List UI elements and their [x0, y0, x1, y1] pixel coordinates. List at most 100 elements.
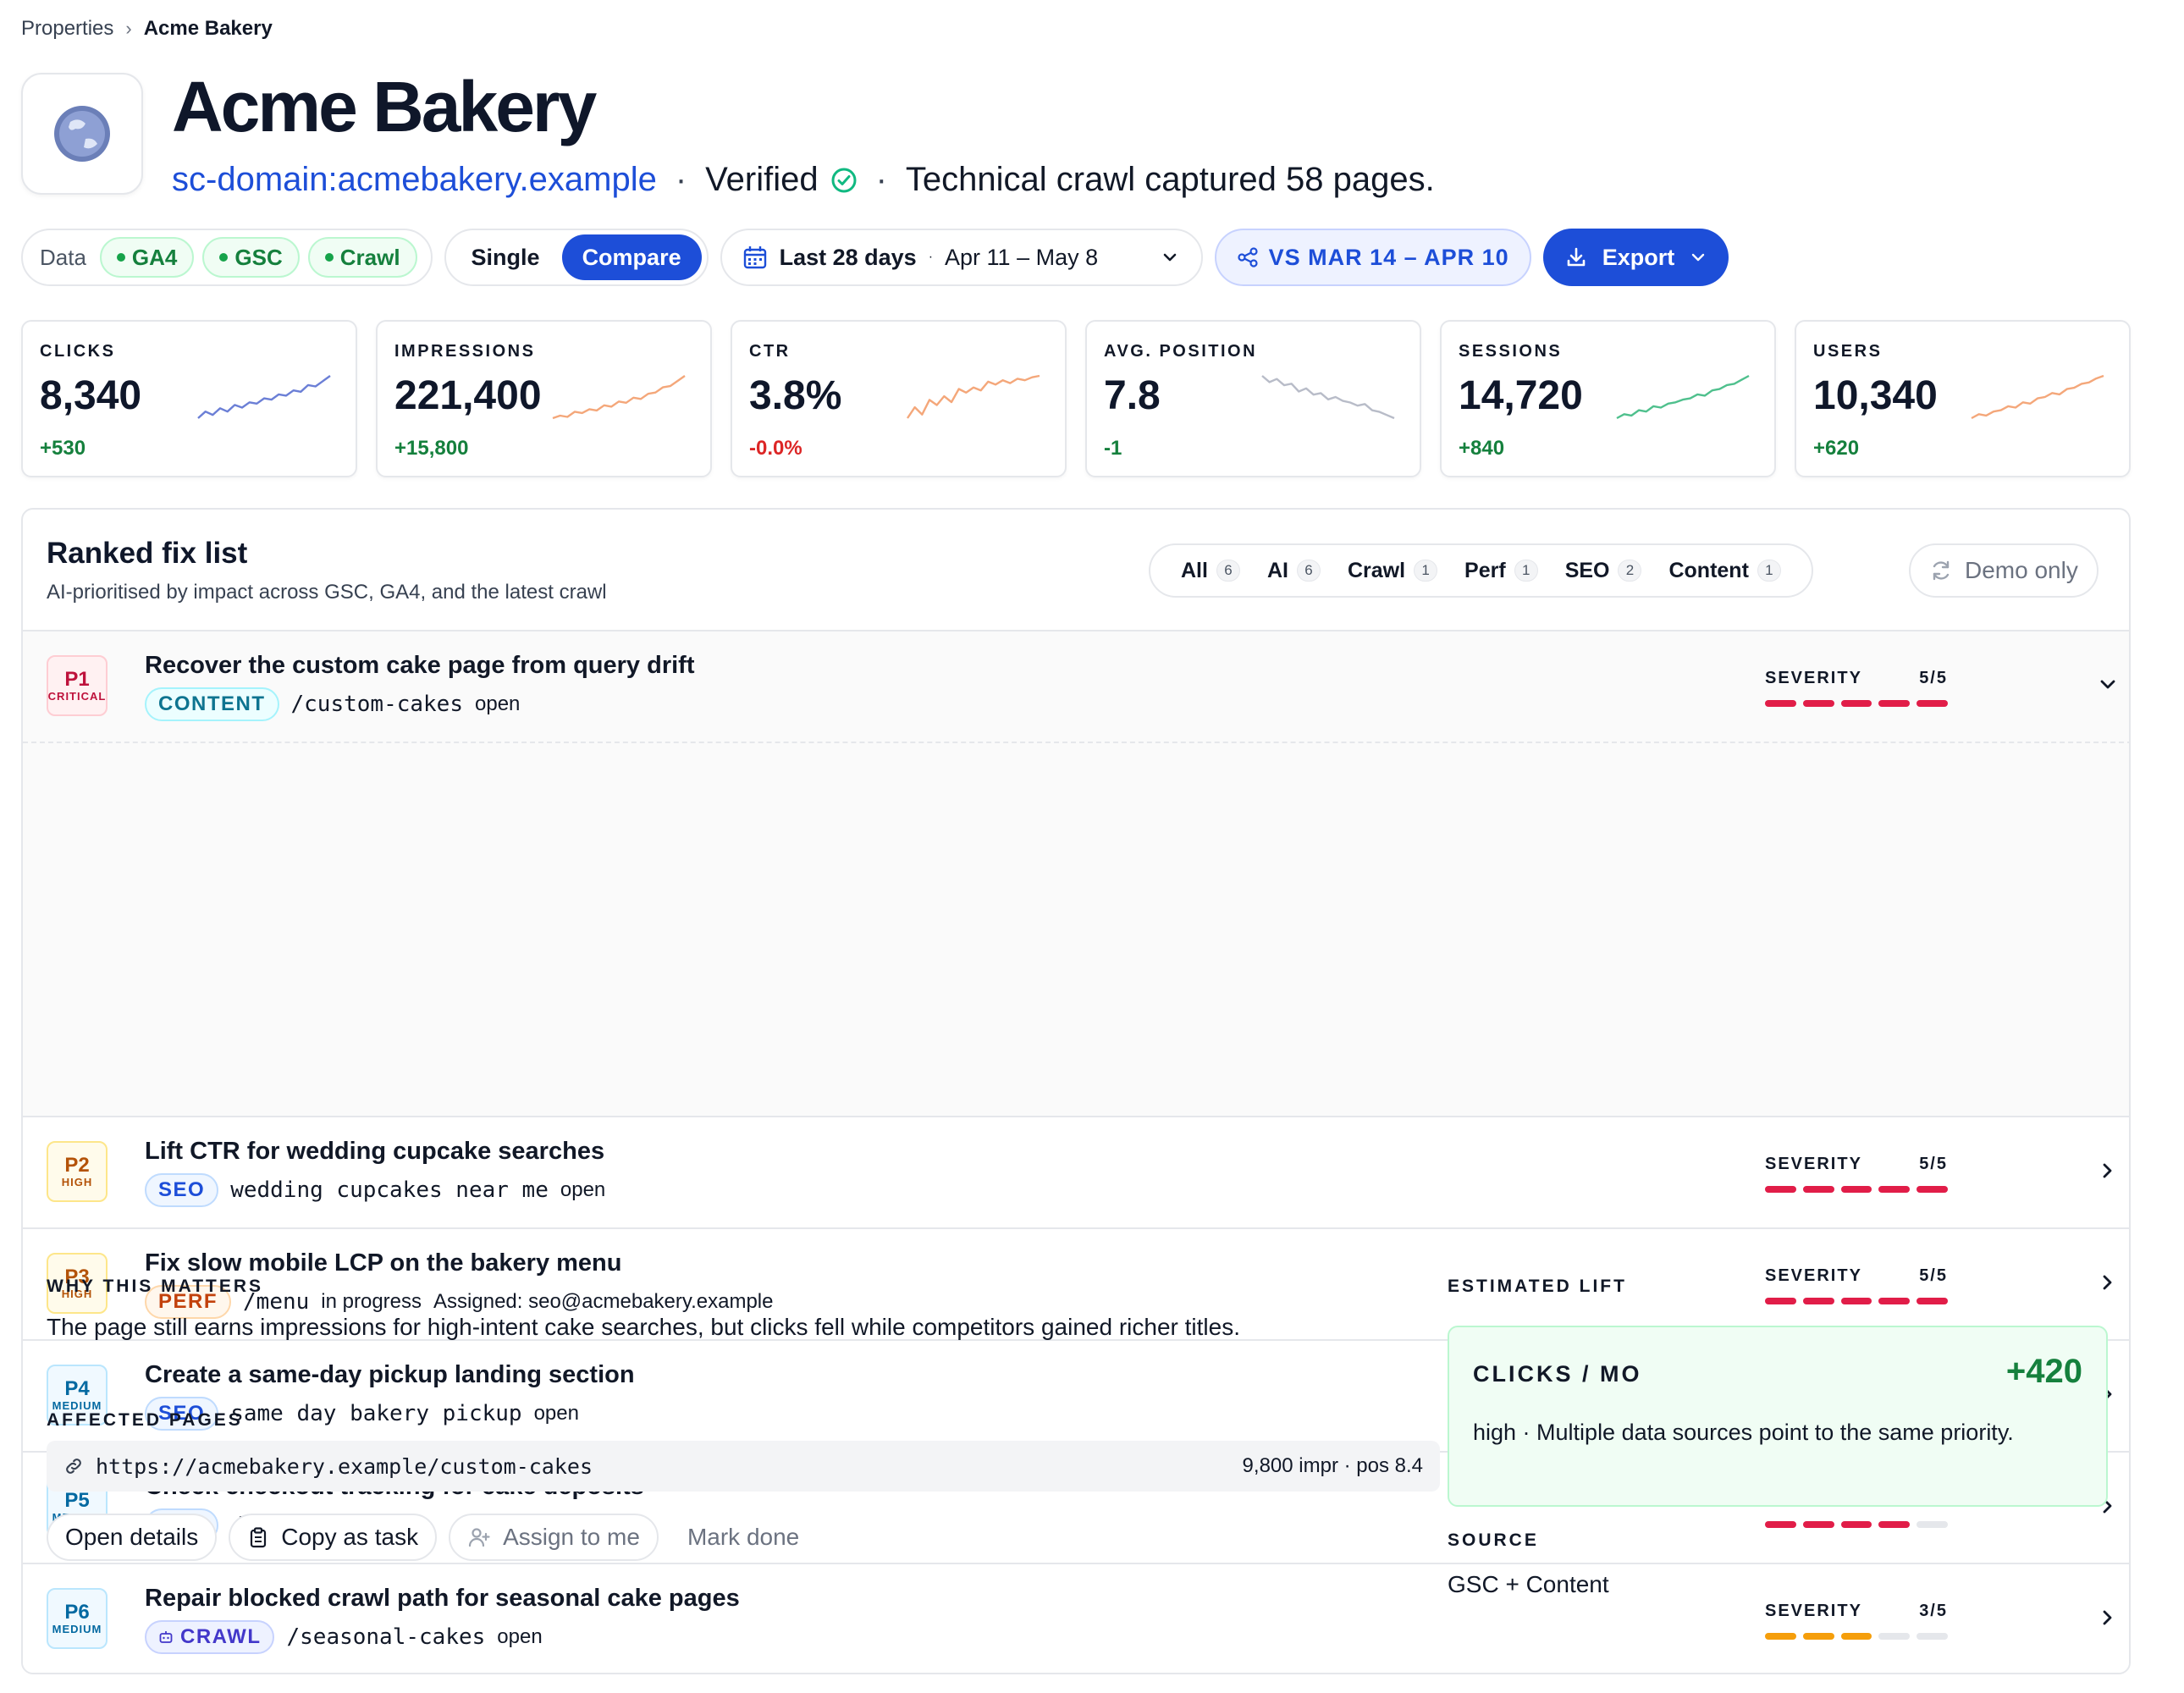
fix-row-p2[interactable]: P2 HIGH Lift CTR for wedding cupcake searc… [23, 1116, 2129, 1227]
chevron-right-icon[interactable] [2097, 1160, 2119, 1182]
chevron-right-icon[interactable] [2097, 1271, 2119, 1293]
fix-meta: CRAWL/seasonal-cakes open [145, 1620, 543, 1654]
category-tag: SEO [145, 1397, 219, 1431]
sparkline-path [552, 375, 686, 420]
mode-single-button[interactable]: Single [471, 244, 540, 270]
compare-range-button[interactable]: VS MAR 14 – APR 10 [1214, 229, 1531, 286]
date-range-select[interactable]: Last 28 days · Apr 11 – May 8 [720, 229, 1203, 286]
filter-tab-all[interactable]: All 6 [1167, 558, 1254, 583]
assign-to-me-button[interactable]: Assign to me [449, 1514, 659, 1561]
severity-bar [1802, 1521, 1834, 1528]
fix-row-p3[interactable]: P3 HIGH Fix slow mobile LCP on the bakery … [23, 1227, 2129, 1339]
metric-delta: -0.0% [749, 437, 802, 460]
crawl-note: Technical crawl captured 58 pages. [905, 161, 1435, 198]
chevron-right-icon[interactable] [2097, 1607, 2119, 1629]
sparkline-path [907, 374, 1040, 419]
fix-row-p1[interactable]: P1 CRITICAL Recover the custom cake page f… [23, 630, 2129, 1116]
status-dot-icon [116, 253, 125, 262]
fix-target: /custom-cakes [290, 692, 464, 717]
data-sources-pill: Data GA4 GSC Crawl [21, 229, 433, 286]
severity-bar [1765, 1633, 1796, 1640]
fix-title: Fix slow mobile LCP on the bakery menu [145, 1249, 622, 1277]
chevron-right-icon[interactable] [2097, 1495, 2119, 1517]
category-tag: PERF [145, 1285, 232, 1319]
demo-only-button[interactable]: Demo only [1909, 543, 2099, 598]
severity-bar [1878, 700, 1911, 707]
row-divider [23, 742, 2129, 743]
chevron-down-icon [1163, 253, 1176, 262]
metric-delta: +620 [1813, 437, 1860, 460]
metric-card-clicks[interactable]: CLICKS 8,340 +530 [21, 320, 357, 477]
page-title: Acme Bakery [172, 67, 597, 146]
severity-bar [1840, 1521, 1872, 1528]
calendar-icon [743, 246, 766, 269]
toolbar: Data GA4 GSC Crawl Single Compare Last 2… [21, 229, 1729, 286]
metric-label: USERS [1813, 342, 1883, 361]
fix-status: open [497, 1625, 543, 1648]
metric-label: IMPRESSIONS [394, 342, 536, 361]
severity-bar [1802, 1186, 1834, 1193]
source-gsc[interactable]: GSC [202, 237, 300, 278]
copy-as-task-button[interactable]: Copy as task [229, 1514, 438, 1561]
severity-bar [1840, 1186, 1872, 1193]
metric-value: 221,400 [394, 373, 542, 418]
fix-row-p6[interactable]: P6 MEDIUM Repair blocked crawl path for se… [23, 1563, 2129, 1673]
severity-score: 5/5 [1919, 1266, 1948, 1285]
metric-card-impressions[interactable]: IMPRESSIONS 221,400 +15,800 [376, 320, 712, 477]
metric-card-avg-position[interactable]: AVG. POSITION 7.8 -1 [1085, 320, 1421, 477]
severity-bar [1878, 1298, 1911, 1304]
link-icon [66, 1459, 81, 1474]
fix-target: same day bakery pickup [230, 1401, 522, 1426]
severity-score: 3/5 [1919, 1602, 1948, 1620]
verified-status: Verified [705, 161, 819, 198]
severity-bar [1765, 700, 1796, 707]
property-domain[interactable]: sc-domain:acmebakery.example [172, 161, 657, 198]
filter-tab-ai[interactable]: AI 6 [1254, 559, 1334, 583]
source-crawl[interactable]: Crawl [307, 237, 417, 278]
source-ga4[interactable]: GA4 [99, 237, 195, 278]
status-dot-icon [219, 253, 229, 262]
severity-bar [1840, 1298, 1872, 1304]
source-label: SOURCE [1448, 1530, 1539, 1550]
fix-title: Recover the custom cake page from query … [145, 652, 695, 679]
chevron-down-icon[interactable] [2097, 674, 2119, 696]
mark-done-button[interactable]: Mark done [687, 1524, 800, 1550]
severity-bar [1917, 1298, 1948, 1304]
metric-delta: +15,800 [394, 437, 469, 460]
estimated-lift-label: ESTIMATED LIFT [1448, 1277, 1627, 1296]
globe-icon [54, 106, 110, 162]
severity-label: SEVERITY [1765, 1266, 1862, 1285]
lift-value: +420 [2005, 1353, 2082, 1390]
fix-status: open [475, 692, 521, 715]
severity-bar [1765, 1186, 1796, 1193]
filter-tab-crawl[interactable]: Crawl 1 [1334, 559, 1451, 583]
property-subline: sc-domain:acmebakery.example · Verified … [172, 161, 1435, 198]
metric-card-sessions[interactable]: SESSIONS 14,720 +840 [1440, 320, 1776, 477]
mode-compare-button[interactable]: Compare [561, 234, 702, 280]
fix-target: /menu [243, 1289, 310, 1315]
priority-badge: P6 MEDIUM [47, 1588, 108, 1649]
metric-value: 10,340 [1813, 373, 1938, 418]
sparkline [1971, 374, 2104, 420]
metric-label: CTR [749, 342, 791, 361]
source-value: GSC + Content [1448, 1571, 1609, 1597]
category-tag: CRAWL [145, 1620, 275, 1654]
breadcrumb-properties-link[interactable]: Properties [21, 17, 114, 40]
metric-value: 3.8% [749, 373, 842, 418]
sparkline-path [197, 375, 331, 419]
refresh-icon [1933, 560, 1950, 581]
open-details-button[interactable]: Open details [47, 1514, 218, 1561]
filter-tab-perf[interactable]: Perf 1 [1451, 559, 1552, 583]
export-button[interactable]: Export [1542, 229, 1729, 286]
robot-icon [159, 1631, 173, 1643]
metric-card-ctr[interactable]: CTR 3.8% -0.0% [731, 320, 1067, 477]
affected-page-row[interactable]: https://acmebakery.example/custom-cakes … [47, 1441, 1440, 1492]
filter-tab-seo[interactable]: SEO 2 [1552, 559, 1656, 583]
filter-tab-content[interactable]: Content 1 [1655, 559, 1794, 583]
metric-card-users[interactable]: USERS 10,340 +620 [1795, 320, 2131, 477]
affected-page-stats: 9,800 impr · pos 8.4 [1242, 1454, 1423, 1477]
share-nodes-icon [1237, 247, 1258, 267]
date-range-label: Last 28 days [779, 244, 917, 270]
clipboard-icon [251, 1527, 267, 1548]
severity-bar [1840, 700, 1872, 707]
